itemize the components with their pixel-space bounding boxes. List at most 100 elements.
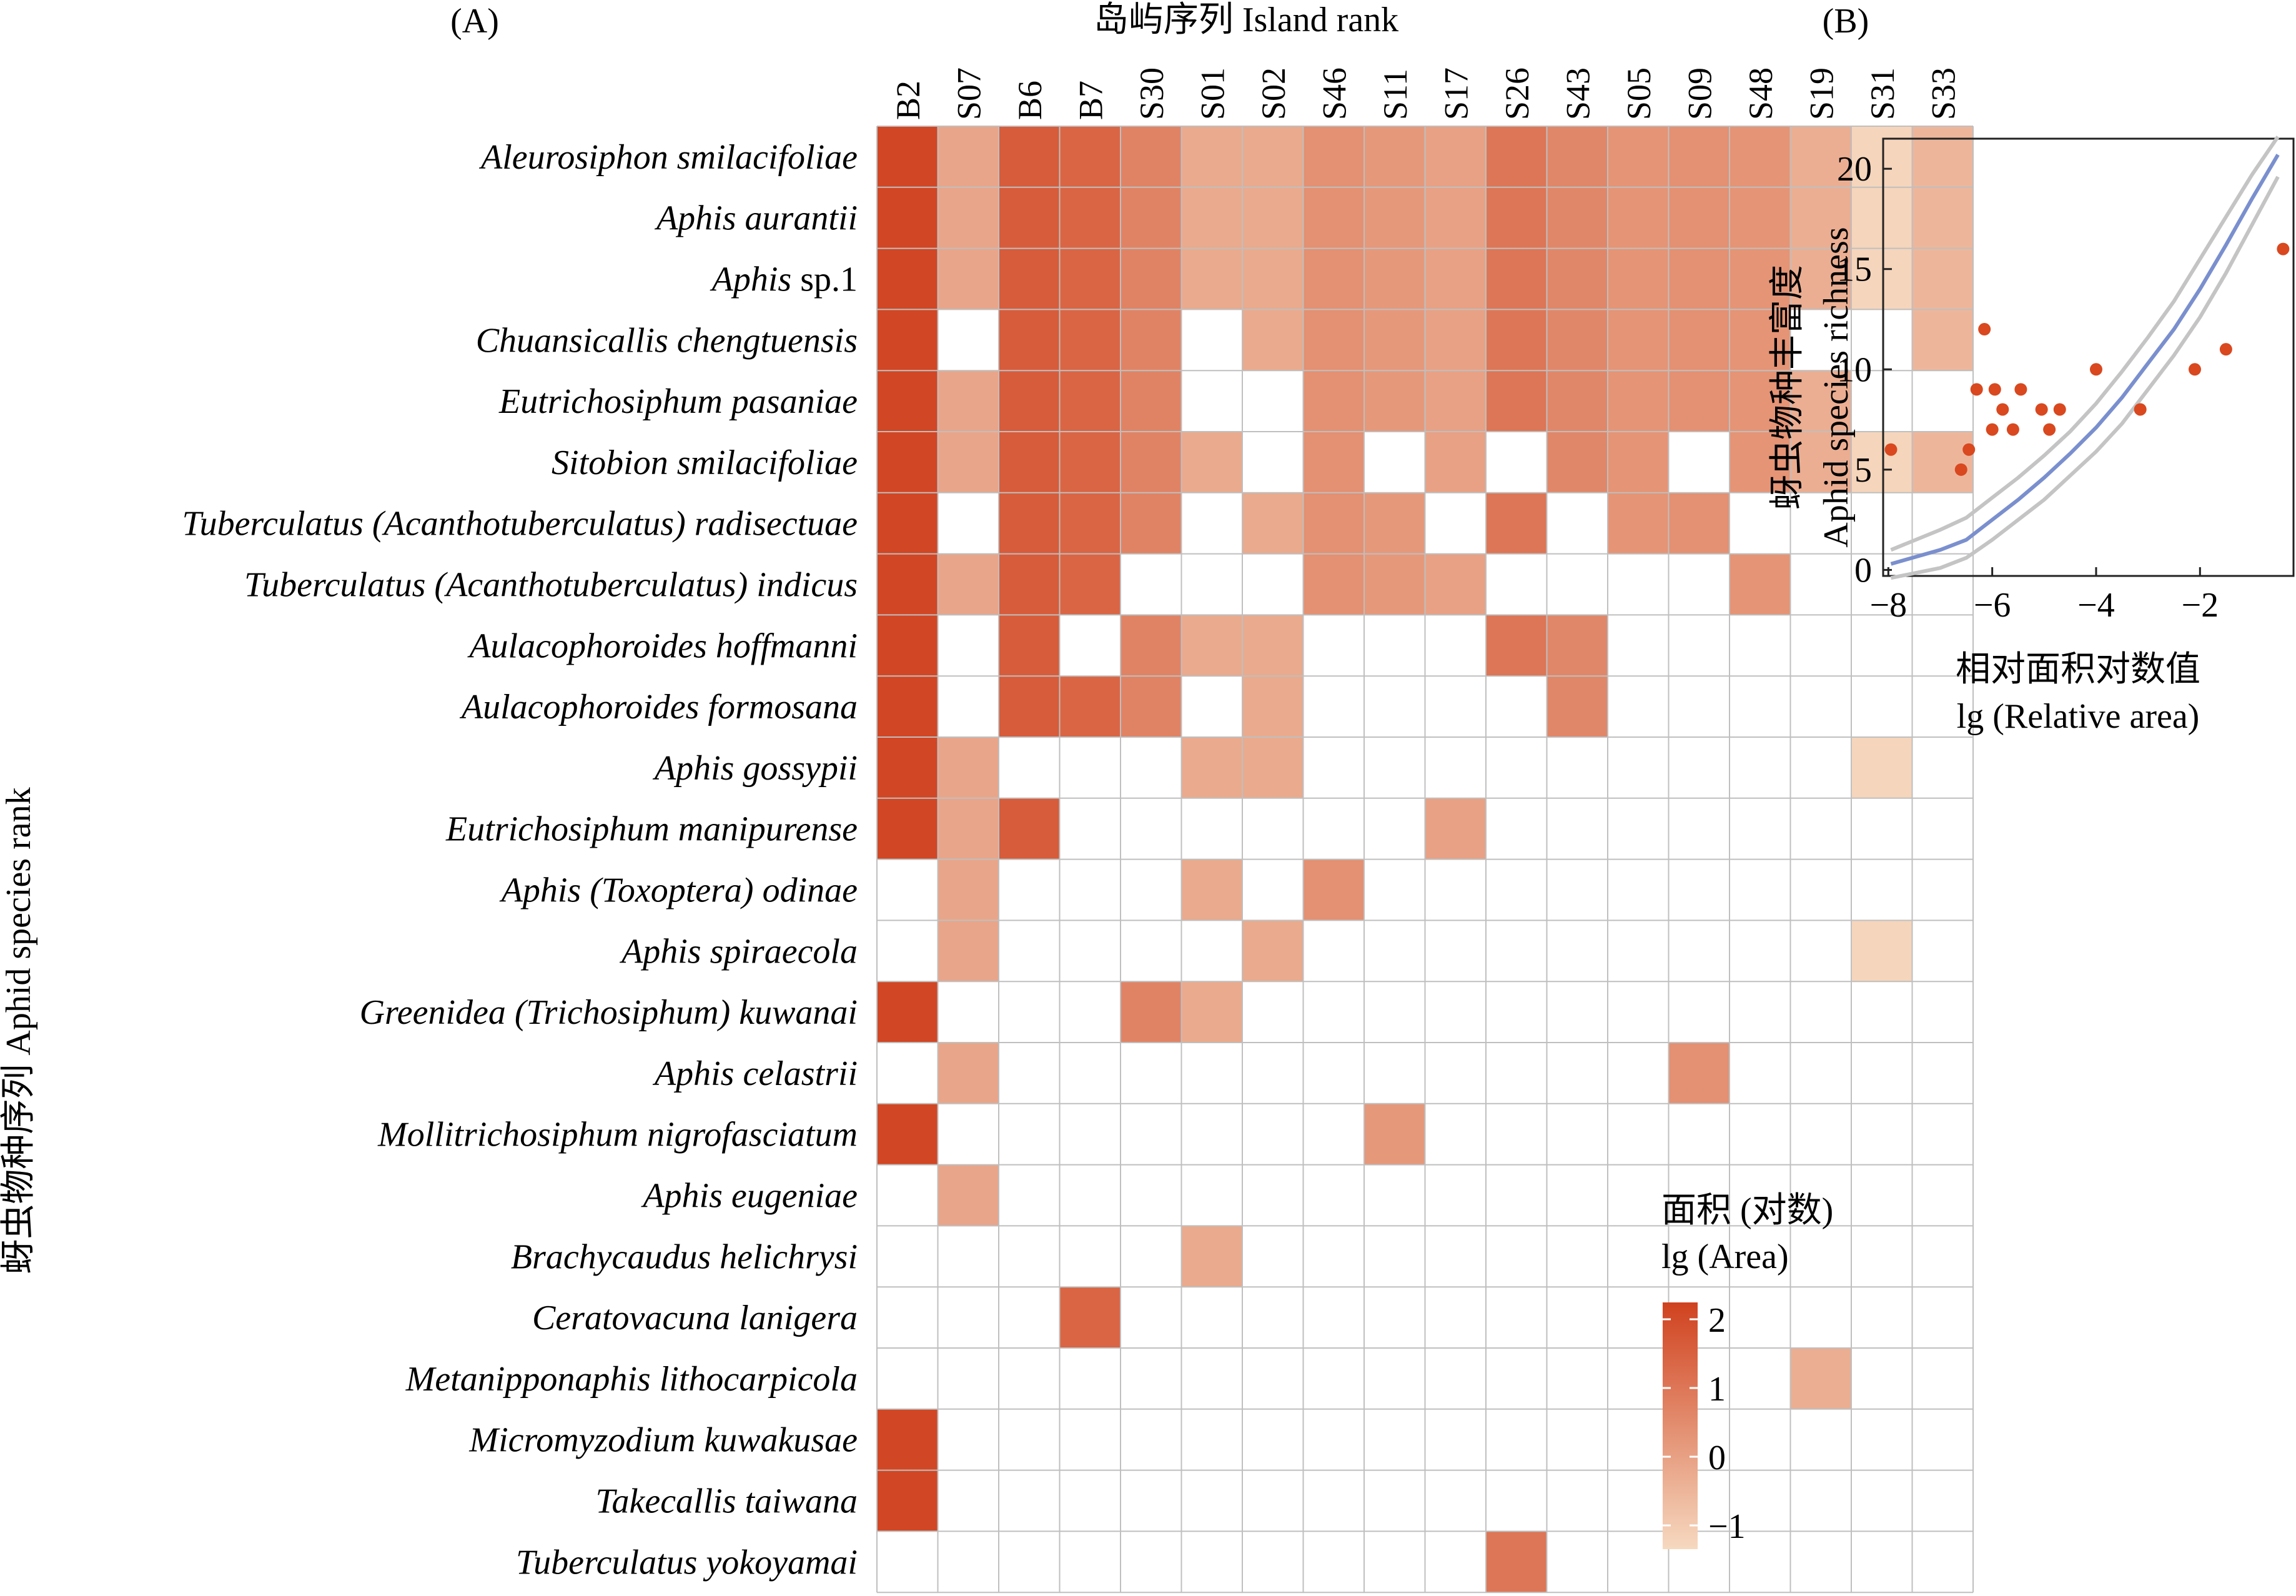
heatmap-cell bbox=[1303, 187, 1364, 249]
heatmap-cell bbox=[1546, 248, 1608, 310]
heatmap-cell bbox=[938, 126, 999, 187]
heatmap-cell bbox=[1303, 492, 1364, 554]
heatmap-cell bbox=[1668, 126, 1729, 187]
island-label: S33 bbox=[1924, 67, 1962, 120]
heatmap-cell bbox=[1181, 615, 1242, 677]
scatter-point bbox=[2035, 403, 2048, 416]
species-label: Aulacophoroides hoffmanni bbox=[467, 627, 858, 665]
heatmap-cell bbox=[1121, 676, 1182, 737]
heatmap-x-title: 岛屿序列 Island rank bbox=[1094, 1, 1398, 39]
heatmap-cell bbox=[1608, 492, 1669, 554]
heatmap-cell bbox=[1364, 370, 1425, 432]
scatter-plot-frame bbox=[1882, 137, 2295, 577]
island-label: S11 bbox=[1377, 69, 1414, 120]
heatmap-cell bbox=[1729, 187, 1791, 249]
x-tick-label: −2 bbox=[2182, 586, 2219, 625]
heatmap-cell bbox=[1851, 248, 1913, 310]
heatmap-cell bbox=[1425, 248, 1486, 310]
species-label: Sitobion smilacifoliae bbox=[552, 444, 858, 482]
heatmap-cell bbox=[1912, 248, 1973, 310]
heatmap-cell bbox=[1364, 187, 1425, 249]
heatmap-cell bbox=[1486, 492, 1547, 554]
heatmap-cell bbox=[1790, 1348, 1851, 1409]
heatmap-cell bbox=[1059, 553, 1121, 615]
island-label: S43 bbox=[1559, 67, 1596, 120]
heatmap-cell bbox=[1303, 248, 1364, 310]
heatmap-cell bbox=[1851, 737, 1913, 798]
heatmap-cell bbox=[1242, 187, 1304, 249]
scatter-ticks: −8 −6 −4 −2 0 5 10 15 20 bbox=[1837, 150, 2219, 625]
island-label: S01 bbox=[1194, 67, 1231, 120]
fit-line bbox=[1890, 154, 2280, 566]
heatmap-cell bbox=[1486, 370, 1547, 432]
heatmap-cell bbox=[1790, 126, 1851, 187]
heatmap-cell bbox=[877, 126, 938, 187]
legend-title-en: lg (Area) bbox=[1661, 1237, 1789, 1276]
heatmap-cell bbox=[1303, 859, 1364, 921]
heatmap-cell bbox=[1425, 126, 1486, 187]
heatmap-cell bbox=[1242, 676, 1304, 737]
heatmap-cell bbox=[1181, 981, 1242, 1043]
species-label: Tuberculatus yokoyamai bbox=[516, 1543, 858, 1582]
heatmap-cell bbox=[1608, 309, 1669, 371]
heatmap-cell bbox=[999, 432, 1060, 493]
heatmap-cell bbox=[1546, 370, 1608, 432]
heatmap-cell bbox=[1486, 187, 1547, 249]
heatmap-cell bbox=[1729, 248, 1791, 310]
heatmap-cell bbox=[1790, 370, 1851, 432]
species-label: Eutrichosiphum manipurense bbox=[445, 810, 858, 849]
heatmap-cell bbox=[1121, 492, 1182, 554]
y-tick-label: 15 bbox=[1837, 250, 1872, 289]
heatmap-cell bbox=[1059, 1287, 1121, 1348]
heatmap-cell bbox=[1851, 432, 1913, 493]
heatmap-cell bbox=[1364, 1103, 1425, 1165]
heatmap-cell bbox=[938, 187, 999, 249]
scatter-point bbox=[1970, 383, 1983, 396]
heatmap-cell bbox=[1668, 309, 1729, 371]
island-label: S02 bbox=[1255, 67, 1292, 120]
heatmap-cell bbox=[1729, 309, 1791, 371]
heatmap-island-labels: B2 S07 B6 B7 S30 S01 S02 S46 S11 S17 S26 S43 S05 S09 S… bbox=[889, 67, 1962, 120]
species-label: Aphis spiraecola bbox=[619, 932, 858, 971]
species-label: Aphis sp.1 bbox=[710, 260, 858, 299]
heatmap-cell bbox=[1486, 615, 1547, 677]
heatmap-cell bbox=[1303, 553, 1364, 615]
heatmap-cell bbox=[1425, 798, 1486, 860]
species-label: Chuansicallis chengtuensis bbox=[476, 321, 858, 360]
species-label: Aphis aurantii bbox=[654, 199, 858, 238]
island-label: B6 bbox=[1011, 81, 1049, 120]
heatmap-cell bbox=[999, 309, 1060, 371]
heatmap-cells bbox=[877, 126, 1973, 1593]
scatter-y-title-cn: 蚜虫物种丰富度 bbox=[1768, 265, 1807, 510]
heatmap-y-title: 蚜虫物种序列 Aphid species rank bbox=[0, 787, 38, 1274]
heatmap-cell bbox=[877, 309, 938, 371]
y-tick-label: 20 bbox=[1837, 150, 1872, 189]
species-label: Micromyzodium kuwakusae bbox=[468, 1421, 858, 1460]
heatmap-cell bbox=[1425, 432, 1486, 493]
heatmap-cell bbox=[999, 676, 1060, 737]
heatmap-cell bbox=[1121, 615, 1182, 677]
island-label: S09 bbox=[1681, 67, 1718, 120]
heatmap-cell bbox=[938, 1164, 999, 1226]
island-label: S19 bbox=[1803, 67, 1840, 120]
scatter-point bbox=[2014, 383, 2027, 396]
heatmap-cell bbox=[1059, 126, 1121, 187]
heatmap-cell bbox=[1729, 432, 1791, 493]
y-tick-label: 0 bbox=[1854, 551, 1872, 590]
y-tick-label: 5 bbox=[1854, 451, 1872, 490]
island-label: S07 bbox=[950, 67, 987, 120]
heatmap-cell bbox=[1059, 187, 1121, 249]
heatmap-cell bbox=[1486, 248, 1547, 310]
heatmap-cell bbox=[938, 432, 999, 493]
heatmap-cell bbox=[1668, 187, 1729, 249]
heatmap-cell bbox=[938, 920, 999, 982]
heatmap-cell bbox=[877, 432, 938, 493]
scatter-point bbox=[2006, 423, 2019, 436]
scatter-point bbox=[1988, 383, 2001, 396]
heatmap-cell bbox=[999, 370, 1060, 432]
heatmap-species-labels: Aleurosiphon smilacifoliae Aphis aurantii… bbox=[182, 138, 858, 1582]
heatmap-grid bbox=[876, 126, 1974, 1594]
heatmap-cell bbox=[1121, 187, 1182, 249]
heatmap-cell bbox=[1668, 248, 1729, 310]
island-label: B7 bbox=[1072, 81, 1109, 120]
